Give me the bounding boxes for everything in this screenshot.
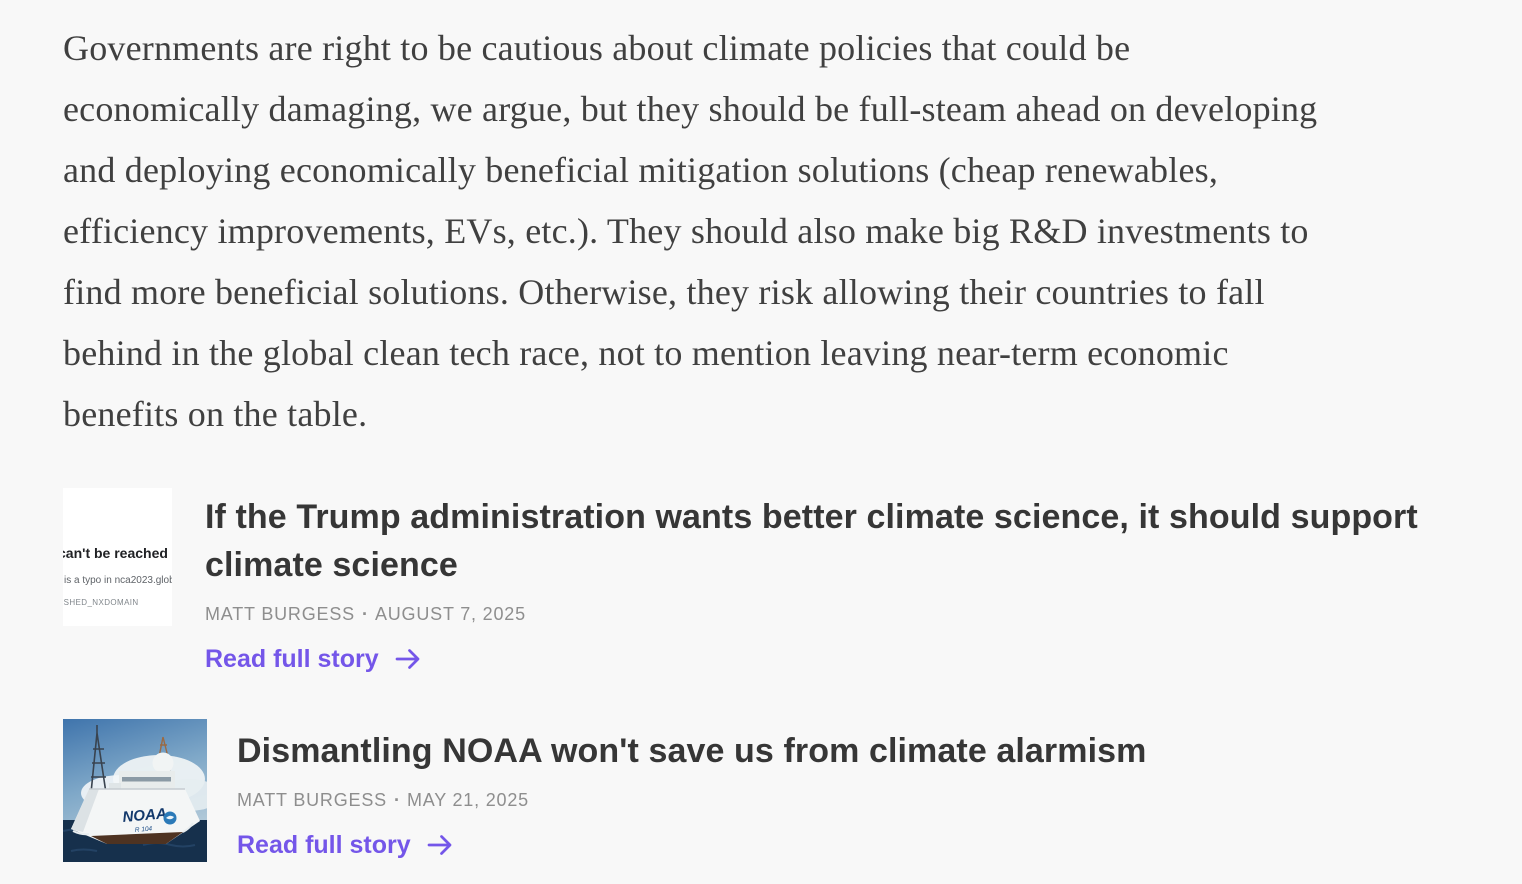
- arrow-right-icon: [393, 646, 423, 672]
- post-card: can't be reached is a typo in nca2023.gl…: [63, 488, 1522, 675]
- post-card-body: Dismantling NOAA won't save us from clim…: [237, 719, 1147, 861]
- error-page-title: can't be reached: [63, 545, 168, 561]
- arrow-right-icon: [425, 832, 455, 858]
- post-meta: MATT BURGESS · MAY 21, 2025: [237, 789, 1147, 811]
- post-author: MATT BURGESS: [237, 790, 387, 810]
- read-full-story-label: Read full story: [205, 645, 379, 673]
- meta-separator: ·: [361, 604, 368, 624]
- post-card-body: If the Trump administration wants better…: [205, 488, 1465, 675]
- read-full-story-link[interactable]: Read full story: [237, 829, 455, 861]
- post-date: AUGUST 7, 2025: [374, 604, 526, 624]
- meta-separator: ·: [393, 790, 400, 810]
- error-page-code: ISHED_NXDOMAIN: [63, 598, 139, 607]
- ship-hull: [71, 788, 200, 844]
- post-title[interactable]: If the Trump administration wants better…: [205, 498, 1418, 584]
- error-page-suggestion: is a typo in nca2023.globa: [64, 575, 172, 586]
- post-author: MATT BURGESS: [205, 604, 355, 624]
- post-date: MAY 21, 2025: [406, 790, 529, 810]
- intro-paragraph: Governments are right to be cautious abo…: [63, 28, 1318, 434]
- post-thumbnail-ship-photo[interactable]: NOAA R 104: [63, 719, 207, 862]
- post-title[interactable]: Dismantling NOAA won't save us from clim…: [237, 732, 1147, 770]
- hull-noaa-text: NOAA: [122, 805, 167, 826]
- ship-mast: [90, 725, 107, 794]
- post-meta: MATT BURGESS · AUGUST 7, 2025: [205, 603, 1465, 625]
- read-full-story-label: Read full story: [237, 831, 411, 859]
- post-thumbnail-error-screenshot[interactable]: can't be reached is a typo in nca2023.gl…: [63, 488, 172, 626]
- read-full-story-link[interactable]: Read full story: [205, 643, 423, 675]
- hull-number-text: R 104: [135, 825, 153, 834]
- post-card: NOAA R 104 Dismantling NOAA won't save u…: [63, 719, 1522, 862]
